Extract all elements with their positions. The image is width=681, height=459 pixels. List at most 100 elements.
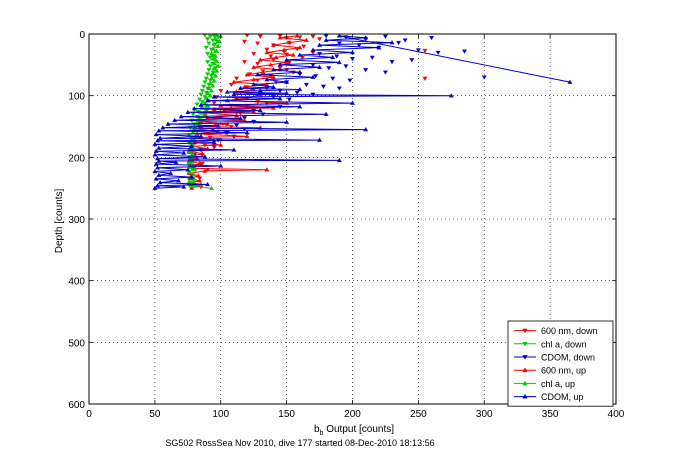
data-point	[209, 51, 214, 56]
data-point	[317, 37, 323, 42]
x-axis-label: bb Output [counts]	[314, 424, 394, 437]
data-point	[286, 40, 292, 45]
data-point	[389, 60, 395, 65]
data-point	[198, 102, 204, 107]
data-point	[336, 86, 342, 91]
footer-caption: SG502 RossSea Nov 2010, dive 177 started…	[165, 438, 434, 448]
data-point	[268, 62, 274, 67]
data-point	[363, 127, 369, 132]
data-point	[210, 70, 216, 76]
data-point	[165, 121, 171, 126]
x-tick-label: 400	[608, 409, 625, 420]
data-point	[189, 183, 195, 189]
data-point	[211, 41, 217, 46]
data-point	[382, 34, 388, 39]
data-point	[264, 47, 270, 52]
legend-label: chl a, down	[541, 339, 587, 349]
data-point	[273, 54, 279, 60]
data-point	[206, 41, 212, 46]
data-point	[191, 177, 197, 182]
data-point	[244, 130, 250, 135]
data-point	[234, 123, 240, 128]
data-point	[251, 82, 257, 87]
data-point	[330, 54, 336, 60]
x-tick-label: 100	[212, 409, 229, 420]
y-tick-label: 100	[68, 92, 85, 103]
data-point	[224, 121, 230, 126]
data-point	[205, 37, 211, 42]
data-point	[213, 73, 218, 78]
data-point	[294, 33, 300, 38]
data-point	[178, 114, 184, 119]
data-point	[336, 41, 342, 46]
x-tick-label: 0	[86, 409, 92, 420]
x-axis-label-subscript: b	[320, 430, 324, 437]
data-point	[299, 55, 305, 60]
y-tick-label: 300	[68, 215, 85, 226]
x-tick-label: 300	[476, 409, 493, 420]
data-point	[317, 64, 323, 69]
data-point	[189, 174, 195, 179]
data-point	[211, 101, 217, 106]
data-point	[218, 142, 224, 147]
data-point	[215, 43, 221, 49]
data-point	[323, 111, 329, 116]
data-point	[156, 145, 162, 150]
data-point	[270, 67, 276, 72]
data-point	[284, 119, 290, 124]
data-point	[207, 55, 213, 60]
data-point	[422, 76, 428, 81]
data-point	[153, 132, 159, 137]
data-point	[462, 49, 467, 54]
data-point	[264, 167, 270, 172]
data-point	[310, 74, 316, 79]
data-point	[303, 37, 309, 42]
data-point	[156, 158, 162, 163]
data-point	[270, 74, 276, 79]
data-point	[257, 88, 263, 93]
data-point	[207, 64, 213, 69]
data-point	[153, 176, 159, 181]
data-point	[194, 102, 200, 107]
data-point	[317, 137, 323, 142]
data-point	[297, 69, 303, 74]
x-tick-label: 250	[410, 409, 427, 420]
data-point	[310, 34, 316, 39]
data-point	[350, 56, 355, 62]
x-axis-label-main: b	[314, 424, 320, 435]
data-point	[284, 57, 290, 62]
y-tick-label: 0	[79, 30, 85, 41]
data-point	[242, 39, 247, 44]
data-point	[155, 165, 160, 170]
data-point	[336, 33, 342, 38]
data-point	[268, 54, 274, 59]
data-point	[152, 141, 158, 147]
data-point	[207, 93, 213, 98]
legend-label: 600 nm, down	[541, 326, 598, 336]
data-point	[435, 50, 441, 55]
data-point	[211, 140, 217, 145]
data-point	[255, 72, 261, 77]
data-point	[284, 59, 290, 65]
x-axis-label-rest: Output [counts]	[323, 424, 394, 435]
legend-label: CDOM, down	[541, 353, 595, 363]
data-point	[189, 143, 195, 148]
data-point	[231, 79, 237, 84]
data-point	[257, 107, 263, 113]
data-point	[350, 50, 355, 55]
data-point	[257, 57, 263, 62]
data-point	[191, 167, 197, 172]
data-point	[297, 45, 303, 50]
data-point	[209, 185, 214, 190]
series-5	[152, 33, 573, 190]
data-point	[205, 72, 211, 77]
data-point	[152, 169, 158, 174]
data-point	[277, 62, 283, 67]
legend-label: CDOM, up	[541, 392, 584, 402]
data-point	[264, 50, 270, 55]
data-point	[211, 78, 217, 83]
data-point	[186, 159, 192, 164]
data-point	[224, 89, 230, 94]
